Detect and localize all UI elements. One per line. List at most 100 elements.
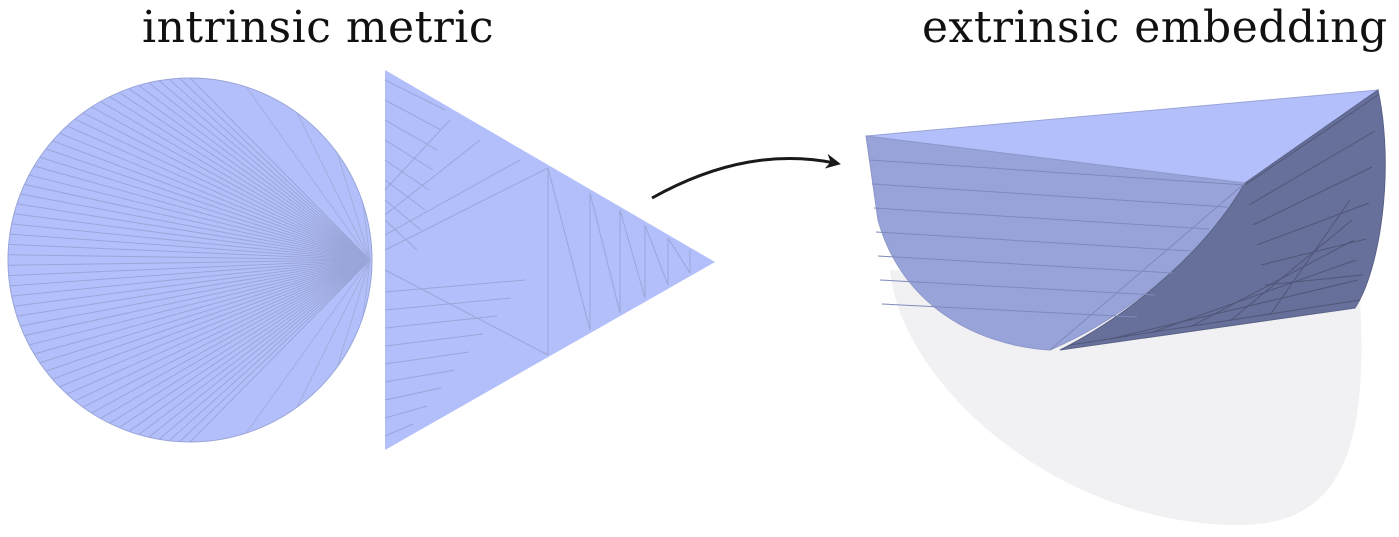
mesh-edge [384, 167, 549, 251]
mesh-edge [34, 259, 371, 355]
mesh-edge [384, 269, 549, 356]
mesh-edge [118, 259, 371, 429]
mesh-edge [296, 112, 371, 261]
mesh-edge [11, 259, 371, 297]
mesh-edge [1248, 130, 1376, 206]
mesh-edge [74, 259, 371, 402]
mesh-edge [179, 77, 371, 261]
mesh-edge [619, 209, 646, 299]
mesh-edge [74, 118, 371, 261]
mesh-edge [45, 148, 371, 261]
mesh-edge [52, 259, 371, 380]
mesh-edge [100, 259, 371, 419]
mesh-edge [1252, 166, 1373, 226]
mesh-edge [871, 183, 1228, 208]
mesh-edge [45, 259, 371, 372]
mesh-edge [138, 84, 371, 261]
mesh-edge [59, 259, 371, 388]
mesh-edge [1269, 199, 1351, 316]
mesh-edge [1229, 219, 1353, 322]
mesh-edge [189, 77, 371, 261]
mesh-edge [1244, 94, 1379, 186]
mesh-edge [109, 96, 371, 261]
mesh-edge [644, 224, 669, 286]
mesh-edge [128, 259, 371, 432]
mesh-edge [82, 259, 371, 408]
mesh-edge [1149, 259, 1357, 334]
mesh-edge [1189, 239, 1355, 328]
mesh-edge [547, 167, 591, 331]
mesh-edge [384, 423, 414, 437]
mesh-edge [66, 125, 371, 261]
mesh-edge [24, 259, 371, 337]
disk-mesh [7, 77, 373, 443]
mesh-edge [384, 139, 481, 216]
mesh-edge [100, 101, 371, 261]
mesh-edge [158, 80, 371, 261]
mesh-edge [384, 279, 526, 293]
mesh-edge [39, 156, 371, 261]
triangle-mesh [384, 70, 715, 450]
mesh-edge [189, 259, 371, 443]
mesh-edge [8, 259, 371, 277]
mesh-edge [384, 315, 498, 329]
mesh-edge [1049, 182, 1246, 351]
intrinsic-metric-label: intrinsic metric [142, 2, 495, 53]
mesh-edge [384, 351, 470, 365]
mesh-edge [245, 86, 371, 261]
mesh-edge [384, 179, 426, 211]
mapping-arrow [651, 153, 841, 200]
mesh-edge [34, 165, 371, 261]
triangle-edges [384, 79, 691, 437]
mesh-edge [1109, 279, 1359, 340]
mesh-edge [8, 259, 371, 266]
mesh-edge [1264, 274, 1364, 286]
mesh-edge [20, 193, 371, 261]
mesh-edge [118, 91, 371, 261]
mesh-edge [128, 88, 371, 261]
mesh-edge [384, 405, 428, 419]
mesh-edge [384, 139, 434, 171]
mesh-edge [168, 78, 371, 261]
mesh-edge [148, 259, 371, 438]
mesh-edge [9, 233, 371, 261]
mesh-edge [879, 279, 1156, 296]
mesh-edge [384, 159, 521, 236]
mesh-edge [245, 259, 371, 434]
mesh-edge [384, 199, 422, 231]
mesh-edge [384, 297, 512, 311]
mesh-edge [168, 259, 371, 442]
mesh-edge [16, 203, 371, 261]
mesh-edge [384, 99, 442, 131]
mesh-edge [8, 254, 371, 261]
mesh-edge [875, 231, 1192, 252]
mesh-edge [384, 387, 442, 401]
mesh-edge [148, 82, 371, 261]
mesh-edge [589, 192, 621, 314]
mesh-edge [82, 112, 371, 261]
mesh-edge [158, 259, 371, 440]
mesh-edge [59, 132, 371, 261]
embedding-mesh [865, 89, 1386, 351]
mesh-edge [138, 259, 371, 436]
mesh-edge [91, 106, 371, 261]
mesh-edge [873, 207, 1210, 230]
mesh-edge [39, 259, 371, 364]
mesh-edge [362, 203, 371, 261]
mesh-edge [881, 303, 1138, 318]
mesh-edge [1256, 202, 1370, 246]
mesh-edge [9, 259, 371, 287]
mesh-edge [179, 259, 371, 443]
mesh-edge [91, 259, 371, 414]
mesh-edge [296, 259, 371, 408]
mesh-edge [11, 223, 371, 261]
mesh-edge [13, 259, 371, 307]
mesh-edge [16, 259, 371, 317]
embedding-edges [869, 94, 1379, 351]
disk-fan-edges [8, 77, 372, 443]
mesh-edge [362, 259, 371, 317]
mesh-edge [66, 259, 371, 395]
mesh-edge [28, 174, 371, 261]
mesh-edge [384, 219, 418, 251]
